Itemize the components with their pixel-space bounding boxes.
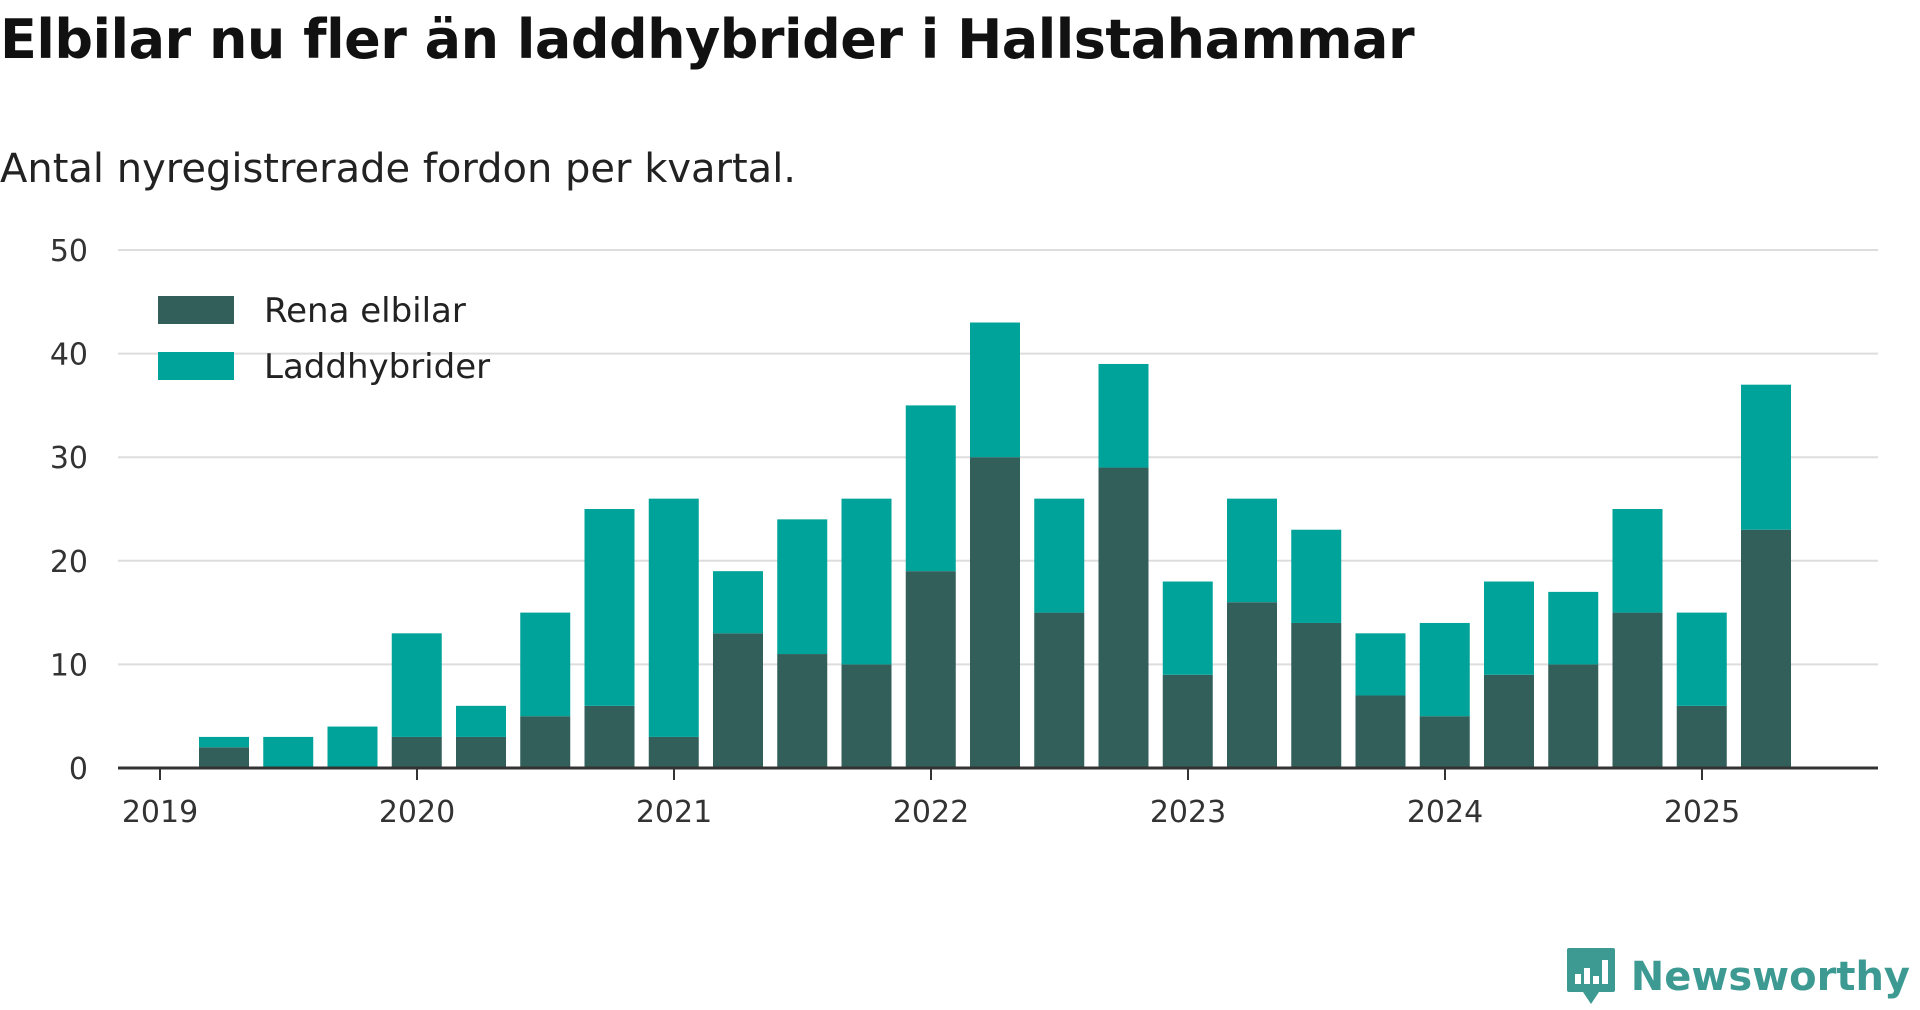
bar-rena-elbilar [199, 747, 249, 768]
bar-laddhybrider [1227, 498, 1277, 603]
bar-rena-elbilar [1484, 674, 1534, 768]
bar-laddhybrider [905, 405, 956, 572]
bars [199, 322, 1791, 768]
bar-laddhybrider [1548, 591, 1599, 665]
bar-rena-elbilar [391, 736, 442, 768]
bar-rena-elbilar [520, 716, 571, 768]
bar-rena-elbilar [1741, 529, 1791, 768]
y-tick-label: 20 [50, 545, 88, 580]
y-tick-label: 30 [50, 441, 88, 476]
y-tick-label: 10 [50, 648, 88, 683]
x-tick-label: 2025 [1664, 795, 1740, 830]
bar-laddhybrider [648, 498, 699, 737]
chart-title: Elbilar nu fler än laddhybrider i Hallst… [0, 8, 1415, 71]
bar-laddhybrider [391, 633, 442, 737]
newsworthy-logo-icon [1566, 948, 1615, 1004]
y-tick-label: 50 [50, 234, 88, 269]
brand-logo: Newsworthy [1565, 946, 1910, 1008]
x-tick-label: 2020 [379, 795, 455, 830]
bar-rena-elbilar [1162, 674, 1213, 768]
bar-rena-elbilar [456, 736, 506, 768]
bar-laddhybrider [584, 509, 635, 706]
brand-name: Newsworthy [1630, 954, 1910, 1000]
bar-rena-elbilar [713, 633, 763, 768]
bar-rena-elbilar [648, 736, 699, 768]
bar-rena-elbilar [841, 664, 892, 768]
bar-rena-elbilar [584, 705, 635, 768]
x-tick-label: 2024 [1407, 795, 1483, 830]
x-tick-label: 2022 [893, 795, 969, 830]
bar-rena-elbilar [970, 457, 1020, 768]
bar-laddhybrider [713, 571, 763, 634]
bar-laddhybrider [456, 705, 506, 737]
bar-laddhybrider [1162, 581, 1213, 675]
bar-rena-elbilar [1612, 612, 1663, 768]
bar-laddhybrider [327, 726, 378, 768]
bar-laddhybrider [199, 736, 249, 748]
bar-laddhybrider [520, 612, 571, 717]
bar-laddhybrider [970, 322, 1020, 458]
legend: Rena elbilar Laddhybrider [158, 291, 490, 387]
bar-laddhybrider [777, 519, 828, 655]
bar-rena-elbilar [905, 571, 956, 768]
bar-rena-elbilar [1355, 695, 1406, 768]
bar-rena-elbilar [1034, 612, 1085, 768]
bar-rena-elbilar [1548, 664, 1599, 768]
bar-laddhybrider [1034, 498, 1085, 613]
y-tick-label: 40 [50, 338, 88, 373]
bar-rena-elbilar [777, 654, 828, 768]
bar-rena-elbilar [1098, 467, 1149, 768]
bar-laddhybrider [1291, 529, 1342, 623]
legend-label: Laddhybrider [264, 347, 490, 387]
bar-laddhybrider [1676, 612, 1727, 706]
bar-laddhybrider [1355, 633, 1406, 696]
y-tick-label: 0 [69, 752, 88, 787]
x-tick-label: 2021 [636, 795, 712, 830]
bar-rena-elbilar [1419, 716, 1470, 768]
bar-rena-elbilar [1227, 602, 1277, 768]
legend-label: Rena elbilar [264, 291, 466, 331]
bar-laddhybrider [1741, 384, 1791, 530]
chart-subtitle: Antal nyregistrerade fordon per kvartal. [0, 146, 797, 192]
bar-laddhybrider [841, 498, 892, 665]
stacked-bar-chart: 0 10 20 30 40 50 2019 2020 2021 2022 2023 2024 2025… [50, 234, 1878, 830]
axes: 2019 2020 2021 2022 2023 2024 2025 [118, 766, 1878, 830]
x-tick-label: 2019 [122, 795, 198, 830]
x-tick-label: 2023 [1150, 795, 1226, 830]
bar-rena-elbilar [1291, 622, 1342, 768]
bar-laddhybrider [1484, 581, 1534, 675]
bar-rena-elbilar [1676, 705, 1727, 768]
bar-laddhybrider [1612, 509, 1663, 613]
bar-laddhybrider [1419, 622, 1470, 717]
legend-swatch [158, 352, 234, 380]
legend-swatch [158, 296, 234, 324]
bar-laddhybrider [263, 736, 314, 768]
bar-laddhybrider [1098, 363, 1149, 468]
